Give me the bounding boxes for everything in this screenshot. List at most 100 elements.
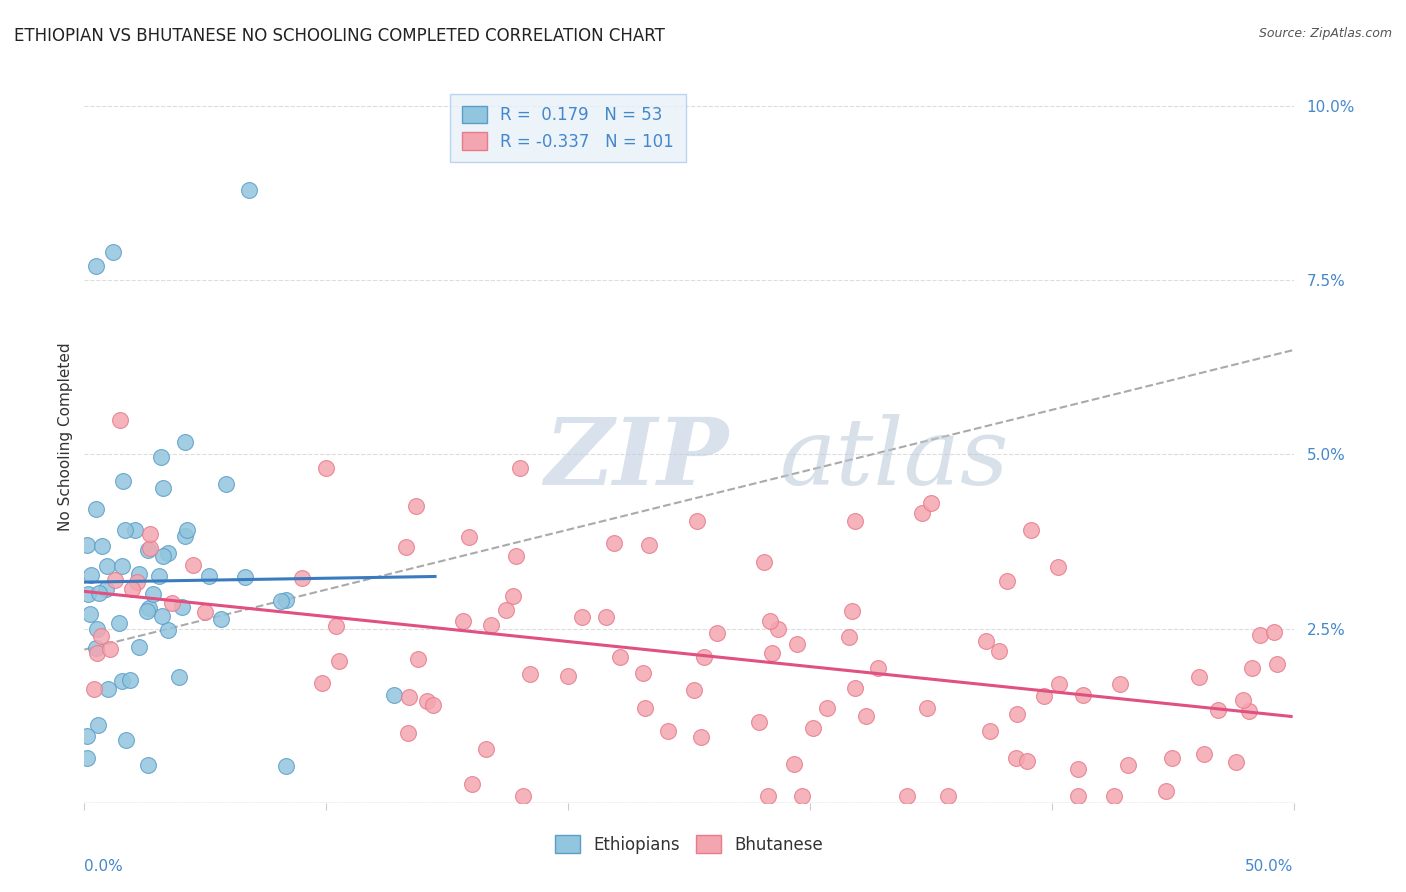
Point <box>325 618 347 632</box>
Point <box>868 661 890 675</box>
Point <box>276 759 298 773</box>
Point <box>173 434 195 449</box>
Point <box>405 499 427 513</box>
Point <box>1108 677 1130 691</box>
Point <box>76 751 98 765</box>
Point <box>170 599 193 614</box>
Point <box>108 615 131 630</box>
Point <box>382 689 405 703</box>
Point <box>786 637 808 651</box>
Point <box>160 596 183 610</box>
Point <box>1237 704 1260 718</box>
Point <box>1102 789 1125 803</box>
Point <box>215 477 238 491</box>
Point <box>139 541 162 555</box>
Point <box>135 605 157 619</box>
Point <box>394 540 416 554</box>
Point <box>841 603 863 617</box>
Point <box>83 682 105 697</box>
Point <box>752 555 775 569</box>
Point <box>1188 670 1211 684</box>
Point <box>911 506 934 520</box>
Point <box>495 603 517 617</box>
Point <box>111 673 134 688</box>
Point <box>689 730 711 744</box>
Point <box>790 789 813 803</box>
Point <box>422 698 444 712</box>
Point <box>1116 757 1139 772</box>
Point <box>86 646 108 660</box>
Point <box>84 502 107 516</box>
Point <box>974 633 997 648</box>
Point <box>108 412 131 426</box>
Point <box>148 569 170 583</box>
Point <box>475 741 498 756</box>
Point <box>519 667 541 681</box>
Point <box>311 676 333 690</box>
Point <box>1071 688 1094 702</box>
Point <box>479 617 502 632</box>
Text: 50.0%: 50.0% <box>1246 858 1294 873</box>
Point <box>150 609 173 624</box>
Point <box>571 610 593 624</box>
Point <box>979 723 1001 738</box>
Y-axis label: No Schooling Completed: No Schooling Completed <box>58 343 73 532</box>
Point <box>783 757 806 772</box>
Point <box>128 567 150 582</box>
Point <box>176 523 198 537</box>
Point <box>86 622 108 636</box>
Point <box>209 612 232 626</box>
Point <box>917 701 939 715</box>
Point <box>1067 789 1090 803</box>
Point <box>1192 747 1215 761</box>
Point <box>406 652 429 666</box>
Point <box>142 587 165 601</box>
Point <box>815 700 838 714</box>
Point <box>603 536 626 550</box>
Point <box>111 474 134 488</box>
Point <box>633 701 655 715</box>
Point <box>748 715 770 730</box>
Point <box>194 605 217 619</box>
Point <box>173 528 195 542</box>
Point <box>124 523 146 537</box>
Point <box>756 789 779 803</box>
Text: 0.0%: 0.0% <box>84 858 124 873</box>
Point <box>1241 661 1264 675</box>
Point <box>128 640 150 654</box>
Point <box>96 559 118 574</box>
Point <box>838 630 860 644</box>
Point <box>197 569 219 583</box>
Point <box>512 789 534 803</box>
Point <box>233 570 256 584</box>
Point <box>936 789 959 803</box>
Point <box>149 450 172 465</box>
Point <box>1004 751 1026 765</box>
Point <box>638 538 661 552</box>
Point <box>855 709 877 723</box>
Point <box>152 549 174 563</box>
Point <box>138 543 160 558</box>
Point <box>97 681 120 696</box>
Point <box>84 640 107 655</box>
Point <box>453 614 475 628</box>
Point <box>396 726 419 740</box>
Point <box>1154 783 1177 797</box>
Point <box>91 539 114 553</box>
Point <box>1019 523 1042 537</box>
Point <box>270 593 292 607</box>
Point <box>1232 692 1254 706</box>
Point <box>458 530 481 544</box>
Point <box>502 589 524 603</box>
Point <box>156 623 179 637</box>
Point <box>1015 754 1038 768</box>
Point <box>1047 677 1070 691</box>
Point <box>759 614 782 628</box>
Point <box>103 245 125 260</box>
Point <box>1206 703 1229 717</box>
Point <box>118 673 141 688</box>
Point <box>115 733 138 747</box>
Point <box>276 593 298 607</box>
Point <box>138 601 160 615</box>
Point <box>76 538 98 552</box>
